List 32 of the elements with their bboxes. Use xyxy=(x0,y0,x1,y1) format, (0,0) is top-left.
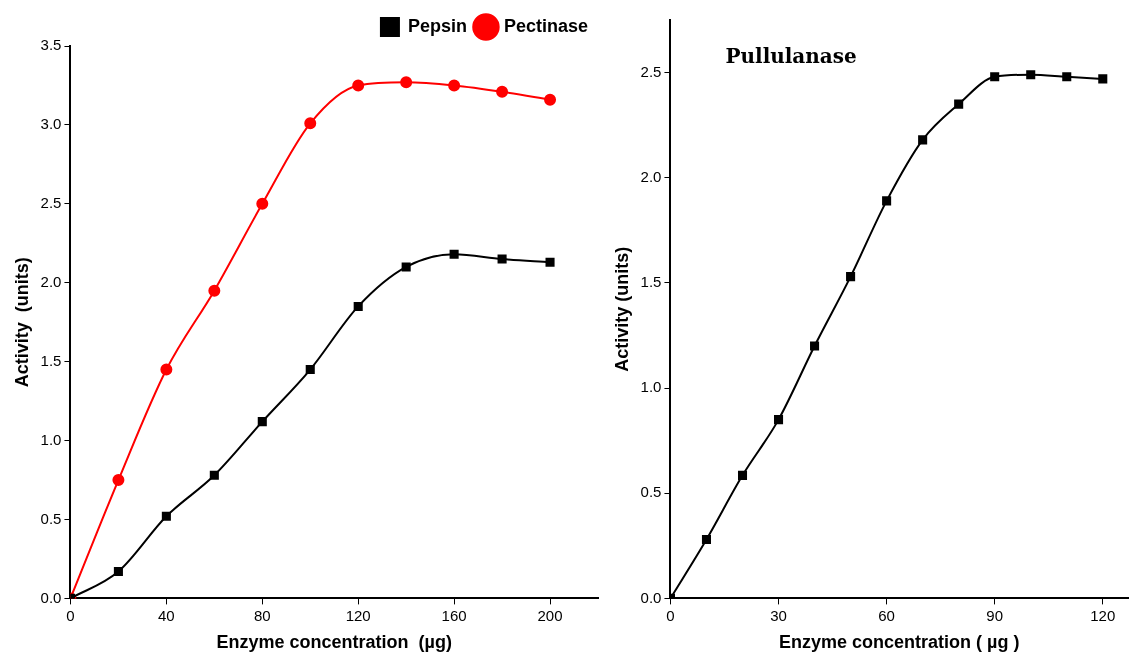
y-tick-label: 0.0 xyxy=(40,588,62,606)
y-axis-title: Activity (units) xyxy=(11,257,32,388)
y-tick-label: 3.0 xyxy=(40,115,62,133)
x-tick-label: 80 xyxy=(253,606,271,624)
legend-label: Pectinase xyxy=(503,15,589,36)
x-tick-label: 0 xyxy=(66,606,75,624)
legend-label: Pepsin xyxy=(407,15,467,36)
x-tick-label: 160 xyxy=(441,606,467,624)
y-tick-label: 2.5 xyxy=(40,193,62,211)
x-tick-label: 40 xyxy=(158,606,175,624)
x-tick-label: 90 xyxy=(986,606,1004,624)
y-tick-label: 1.0 xyxy=(640,378,662,396)
x-axis-title: Enzyme concentration ( µg ) xyxy=(779,632,1020,653)
y-tick-label: 0.5 xyxy=(40,509,62,527)
text: Pullulanase xyxy=(725,44,857,69)
y-tick-label: 0.0 xyxy=(640,588,662,606)
x-tick-label: 120 xyxy=(1090,606,1116,624)
y-tick-label: 1.5 xyxy=(40,351,62,369)
y-tick-label: 3.5 xyxy=(40,36,62,54)
x-axis-title: Enzyme concentration (µg) xyxy=(216,632,452,653)
y-tick-label: 1.0 xyxy=(40,430,62,448)
x-tick-label: 60 xyxy=(878,606,895,624)
y-tick-label: 2.0 xyxy=(40,272,62,290)
y-axis-title: Activity (units) xyxy=(611,246,632,372)
y-tick-label: 0.5 xyxy=(640,483,662,501)
x-tick-label: 0 xyxy=(666,606,675,624)
x-tick-label: 200 xyxy=(537,606,563,624)
x-tick-label: 120 xyxy=(345,606,371,624)
y-tick-label: 2.5 xyxy=(640,62,662,80)
x-tick-label: 30 xyxy=(770,606,787,624)
y-tick-label: 1.5 xyxy=(640,273,662,291)
y-tick-label: 2.0 xyxy=(640,167,662,185)
